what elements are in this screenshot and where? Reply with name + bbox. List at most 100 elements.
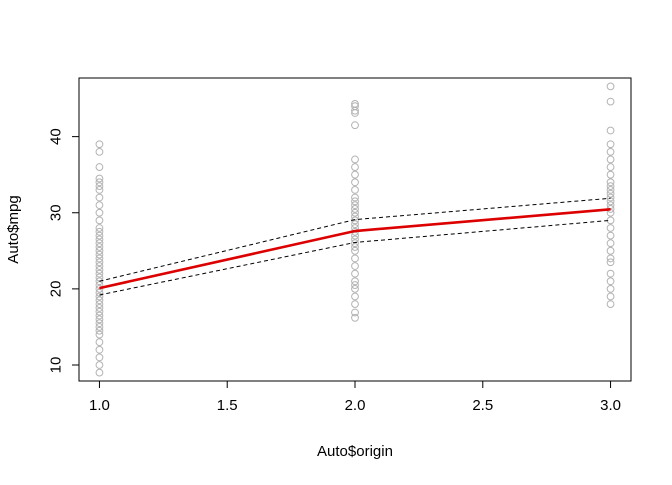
data-point <box>351 254 359 263</box>
plot-frame <box>78 77 632 382</box>
data-point <box>351 178 359 187</box>
data-point <box>95 345 104 354</box>
y-tick-label: 30 <box>48 204 65 221</box>
data-point <box>95 326 104 335</box>
data-point <box>606 216 615 225</box>
data-point <box>606 178 615 187</box>
data-point <box>606 284 615 293</box>
y-tick-label: 40 <box>48 128 65 145</box>
data-point <box>95 315 104 324</box>
data-point <box>606 197 615 206</box>
data-point <box>95 281 104 289</box>
data-point <box>606 231 615 240</box>
data-point <box>351 186 359 194</box>
data-point <box>351 308 359 317</box>
data-point <box>95 239 104 248</box>
data-point <box>95 319 104 328</box>
data-point <box>606 189 615 198</box>
data-point <box>95 243 104 251</box>
data-point <box>606 258 615 267</box>
data-point <box>606 97 615 106</box>
data-point <box>95 269 104 278</box>
data-point <box>95 307 104 316</box>
data-point <box>351 246 359 255</box>
data-point <box>351 163 359 171</box>
data-point <box>606 126 615 135</box>
data-point <box>606 269 615 278</box>
data-point <box>95 216 104 225</box>
y-axis: 10 20 30 40 <box>48 128 80 373</box>
data-point <box>351 239 359 248</box>
data-point <box>351 292 359 301</box>
data-point <box>351 121 359 130</box>
data-point <box>95 174 104 183</box>
data-point <box>95 292 104 301</box>
data-point <box>95 140 104 149</box>
data-point <box>95 254 104 263</box>
data-point <box>95 304 104 312</box>
data-point <box>351 193 359 202</box>
data-point <box>351 99 359 108</box>
data-point <box>351 284 359 293</box>
data-point <box>95 193 104 202</box>
data-point <box>95 182 104 191</box>
data-point <box>95 277 104 286</box>
data-point <box>606 82 615 91</box>
data-point <box>351 269 359 278</box>
data-point <box>606 246 615 255</box>
data-point <box>95 258 104 267</box>
data-point <box>95 338 104 347</box>
data-point <box>351 197 359 206</box>
x-tick-label: 3.0 <box>600 397 621 414</box>
data-point <box>95 224 104 232</box>
scatter-points-group <box>95 82 615 377</box>
y-tick-label: 10 <box>48 357 65 374</box>
data-point <box>95 353 104 362</box>
data-point <box>95 323 104 331</box>
data-point <box>606 140 615 149</box>
x-tick-label: 1.0 <box>89 397 110 414</box>
data-point <box>95 147 104 156</box>
data-point <box>95 201 104 210</box>
data-point <box>351 281 359 289</box>
fit-line <box>99 208 611 290</box>
data-point <box>95 250 104 259</box>
data-point <box>606 201 615 210</box>
data-point <box>606 186 615 194</box>
data-point <box>351 262 359 270</box>
data-point <box>95 208 104 217</box>
upper-band-line <box>99 197 611 282</box>
data-point <box>606 224 615 232</box>
data-point <box>95 265 104 274</box>
x-tick-label: 2.5 <box>472 397 493 414</box>
y-tick-label: 20 <box>48 281 65 298</box>
data-point <box>351 208 359 217</box>
data-point <box>606 277 615 286</box>
data-point <box>351 243 359 251</box>
data-point <box>95 284 104 293</box>
x-tick-label: 2.0 <box>345 397 366 414</box>
data-point <box>351 313 359 322</box>
data-point <box>351 300 359 309</box>
x-axis: 1.0 1.5 2.0 2.5 3.0 <box>89 380 621 414</box>
lower-band-line <box>99 219 611 296</box>
x-tick-label: 1.5 <box>217 397 238 414</box>
data-point <box>95 361 104 369</box>
data-point <box>95 178 104 187</box>
data-point <box>351 170 359 179</box>
x-axis-label: Auto$origin <box>317 443 393 460</box>
data-point <box>95 235 104 244</box>
data-point <box>606 239 615 248</box>
data-point <box>351 277 359 286</box>
data-point <box>95 296 104 305</box>
data-point <box>351 102 359 111</box>
data-point <box>606 292 615 301</box>
data-point <box>351 220 359 229</box>
data-point <box>351 155 359 164</box>
data-point <box>606 182 615 191</box>
data-point <box>95 311 104 320</box>
data-point <box>606 254 615 263</box>
data-point <box>606 163 615 171</box>
